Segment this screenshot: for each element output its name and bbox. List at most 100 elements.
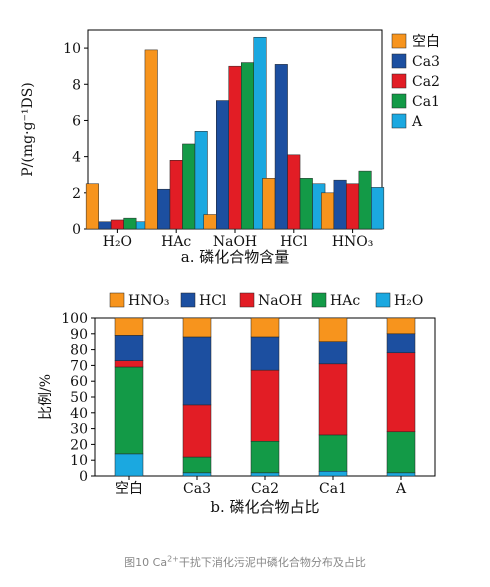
- bar-Ca2-NaOH: [228, 65, 242, 230]
- x-tick-label: HCl: [280, 234, 308, 250]
- legend-swatch: [239, 292, 255, 308]
- legend-label: Ca1: [412, 94, 440, 110]
- bar-segment-H₂O-Ca3: [182, 472, 212, 477]
- x-tick-label: 空白: [115, 481, 143, 497]
- y-tick-label: 20: [70, 437, 88, 453]
- x-tick-label: Ca3: [183, 481, 211, 497]
- legend-label: HCl: [199, 293, 227, 309]
- bar-segment-HNO₃-空白: [114, 317, 144, 336]
- y-tick-label: 2: [72, 186, 81, 202]
- bar-Ca3-HNO₃: [333, 179, 347, 230]
- legend-label: H₂O: [394, 293, 423, 309]
- bar-segment-HNO₃-Ca2: [250, 317, 280, 338]
- y-tick-label: 0: [79, 469, 88, 485]
- bar-Ca3-HAc: [157, 188, 171, 230]
- bar-segment-HAc-Ca2: [250, 440, 280, 474]
- y-tick-label: 4: [72, 150, 81, 166]
- y-axis-label: 比例/%: [38, 374, 54, 420]
- bar-Ca3-H₂O: [98, 221, 112, 230]
- bar-segment-H₂O-A: [386, 472, 416, 477]
- bar-空白-NaOH: [203, 214, 217, 230]
- bar-空白-H₂O: [85, 183, 99, 230]
- bar-Ca1-HAc: [182, 143, 196, 230]
- bar-segment-HCl-空白: [114, 335, 144, 361]
- bar-segment-NaOH-空白: [114, 360, 144, 368]
- bar-segment-HCl-Ca1: [318, 341, 348, 365]
- bar-空白-HNO₃: [321, 192, 335, 230]
- bar-Ca2-H₂O: [110, 219, 124, 230]
- bar-Ca3-HCl: [274, 64, 288, 230]
- legend-swatch: [391, 33, 407, 49]
- bar-空白-HCl: [262, 178, 276, 230]
- chart-title: a. 磷化合物含量: [181, 248, 289, 266]
- bar-segment-HCl-Ca3: [182, 336, 212, 406]
- y-tick-label: 40: [70, 406, 88, 422]
- legend-swatch: [109, 292, 125, 308]
- figure: 0 2 4 6 8 10 H₂O HAc NaOH HCl HNO₃ P/(mg·g⁻¹DS) a. 磷…: [20, 29, 440, 516]
- bar-segment-HNO₃-A: [386, 317, 416, 335]
- legend-label: HNO₃: [128, 293, 170, 309]
- x-tick-label: HNO₃: [332, 234, 374, 250]
- legend-swatch: [391, 53, 407, 69]
- bar-Ca2-HAc: [169, 160, 183, 230]
- legend-label: NaOH: [258, 293, 302, 309]
- bar-segment-HCl-A: [386, 333, 416, 354]
- legend-swatch: [391, 73, 407, 89]
- bar-segment-H₂O-Ca2: [250, 472, 280, 477]
- bar-Ca2-HCl: [287, 154, 301, 230]
- bar-segment-HAc-A: [386, 431, 416, 474]
- bar-segment-HAc-空白: [114, 366, 144, 455]
- y-tick-label: 70: [70, 358, 88, 374]
- chart-a: 0 2 4 6 8 10 H₂O HAc NaOH HCl HNO₃ P/(mg·g⁻¹DS) a. 磷…: [20, 29, 440, 266]
- bar-segment-NaOH-Ca1: [318, 363, 348, 436]
- y-tick-label: 0: [72, 222, 81, 238]
- bar-segment-HCl-Ca2: [250, 336, 280, 371]
- legend-label: A: [411, 114, 423, 130]
- bar-Ca1-HCl: [299, 178, 313, 230]
- y-axis-label: P/(mg·g⁻¹DS): [20, 82, 36, 177]
- x-tick-label: NaOH: [213, 234, 257, 250]
- bar-Ca1-NaOH: [241, 62, 254, 230]
- bar-Ca1-H₂O: [123, 217, 137, 230]
- chart-title: b. 磷化合物占比: [210, 498, 319, 516]
- x-tick-label: Ca1: [319, 481, 347, 497]
- legend-swatch: [311, 292, 327, 308]
- y-tick-label: 8: [72, 77, 81, 93]
- y-tick-label: 30: [70, 422, 88, 438]
- bar-segment-HNO₃-Ca3: [182, 317, 212, 338]
- y-tick-label: 10: [63, 41, 81, 57]
- y-tick-label: 50: [70, 390, 88, 406]
- y-tick-label: 10: [70, 453, 88, 469]
- bar-segment-HAc-Ca1: [318, 434, 348, 472]
- bar-segment-H₂O-空白: [114, 453, 144, 477]
- y-tick-label: 90: [70, 327, 88, 343]
- legend-swatch: [180, 292, 196, 308]
- bar-空白-HAc: [144, 49, 158, 230]
- legend-swatch: [391, 113, 407, 129]
- legend-swatch: [391, 93, 407, 109]
- figure-caption: 图10 Ca2+干扰下消化污泥中磷化合物分布及占比: [124, 554, 366, 569]
- bar-Ca3-NaOH: [216, 100, 229, 230]
- x-tick-label: Ca2: [251, 481, 279, 497]
- bar-segment-NaOH-Ca3: [182, 404, 212, 458]
- x-tick-label: A: [395, 481, 407, 497]
- bar-Ca2-HNO₃: [346, 183, 360, 230]
- bar-segment-HAc-Ca3: [182, 456, 212, 474]
- y-tick-label: 6: [72, 113, 81, 129]
- bar-segment-NaOH-A: [386, 352, 416, 433]
- x-tick-label: H₂O: [103, 234, 132, 250]
- legend-label: Ca3: [412, 54, 440, 70]
- bar-A-HAc: [194, 131, 208, 230]
- y-tick-label: 60: [70, 374, 88, 390]
- bar-segment-H₂O-Ca1: [318, 471, 348, 477]
- bar-A-HNO₃: [371, 187, 385, 230]
- legend-label: Ca2: [412, 74, 440, 90]
- y-tick-label: 100: [61, 311, 88, 327]
- x-tick-label: HAc: [161, 234, 191, 250]
- bar-segment-HNO₃-Ca1: [318, 317, 348, 342]
- legend-label: 空白: [412, 34, 440, 50]
- bar-segment-NaOH-Ca2: [250, 369, 280, 442]
- bar-Ca1-HNO₃: [358, 170, 372, 230]
- legend-swatch: [375, 292, 391, 308]
